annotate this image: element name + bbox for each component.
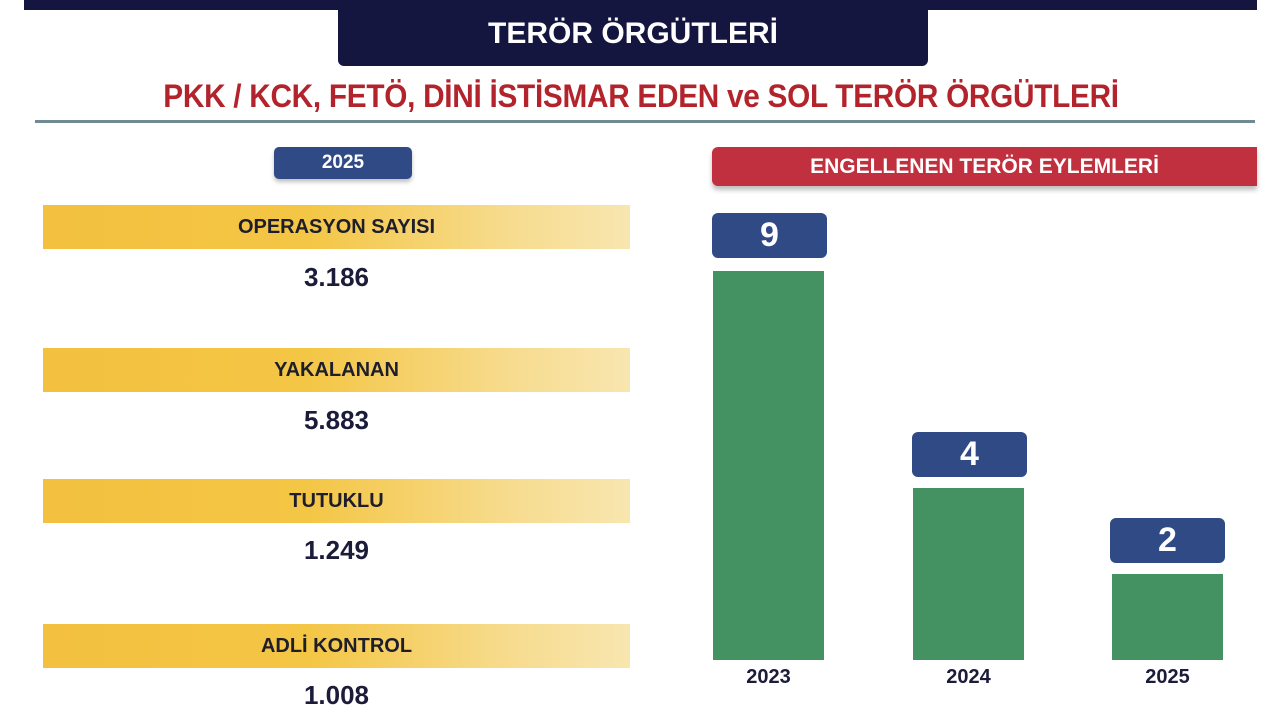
page-title: TERÖR ÖRGÜTLERİ (338, 0, 928, 66)
year-badge: 2025 (274, 147, 412, 179)
header-divider (35, 120, 1255, 123)
stat-value-judicial-control: 1.008 (303, 680, 370, 710)
stat-value-arrested: 1.249 (303, 535, 370, 565)
bar-2024 (913, 488, 1024, 660)
x-axis-label-2023: 2023 (746, 666, 791, 688)
stat-value-operations: 3.186 (303, 262, 370, 292)
bar-value-label-2025: 2 (1110, 518, 1225, 563)
stat-label-arrested: TUTUKLU (43, 479, 630, 523)
bar-2025 (1112, 574, 1223, 660)
bar-value-label-2024: 4 (912, 432, 1027, 477)
stat-label-apprehended: YAKALANAN (43, 348, 630, 392)
stat-label-judicial-control: ADLİ KONTROL (43, 624, 630, 668)
bar-value-label-2023: 9 (712, 213, 827, 258)
stat-value-apprehended: 5.883 (303, 405, 370, 435)
stat-label-operations: OPERASYON SAYISI (43, 205, 630, 249)
x-axis-label-2025: 2025 (1145, 666, 1190, 688)
chart-title: ENGELLENEN TERÖR EYLEMLERİ (712, 147, 1257, 186)
page-subtitle: PKK / KCK, FETÖ, DİNİ İSTİSMAR EDEN ve S… (163, 78, 1119, 114)
bar-2023 (713, 271, 824, 660)
page-title-text: TERÖR ÖRGÜTLERİ (488, 17, 778, 50)
x-axis-label-2024: 2024 (946, 666, 991, 688)
